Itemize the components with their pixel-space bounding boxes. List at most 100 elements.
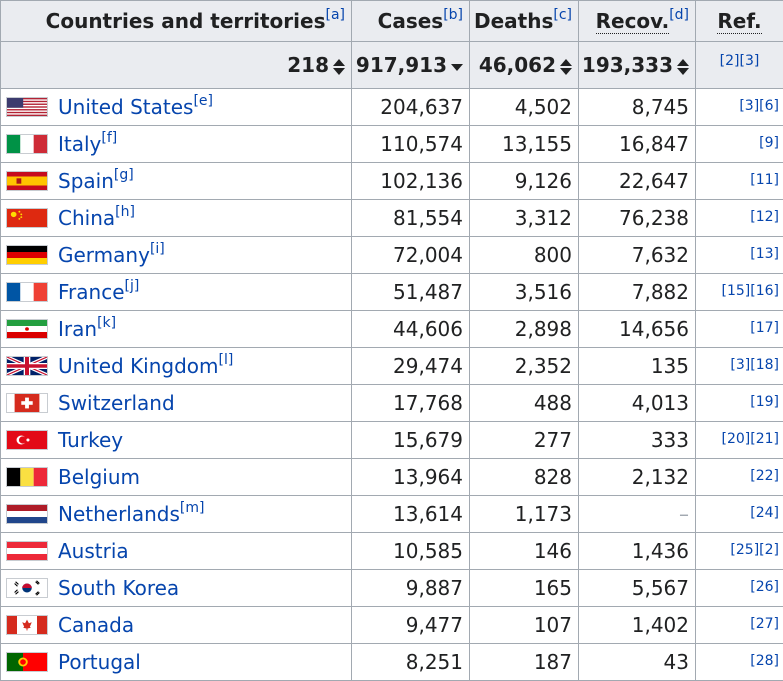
total-cases-sort[interactable]: 917,913 (352, 42, 470, 89)
china-flag-icon (6, 208, 48, 228)
total-countries-sort[interactable]: 218 (1, 42, 352, 89)
column-header-cases[interactable]: Cases[b] (352, 1, 470, 42)
ref-cell: [22] (696, 459, 783, 496)
country-link[interactable]: United Kingdom (58, 354, 219, 378)
country-cell: South Korea (1, 570, 352, 607)
sort-both-icon[interactable] (333, 59, 345, 75)
ref-link[interactable]: [12] (750, 209, 779, 225)
note-link[interactable]: [d] (669, 7, 689, 23)
cases-cell: 13,614 (352, 496, 470, 533)
country-cell: Austria (1, 533, 352, 570)
austria-flag-icon (6, 541, 48, 561)
ref-cell: [27] (696, 607, 783, 644)
ref-cell: [3][6] (696, 89, 783, 126)
note-link[interactable]: [a] (325, 7, 345, 23)
ref-link[interactable]: [3][18] (730, 357, 779, 373)
uk-flag-icon (6, 356, 48, 376)
deaths-cell: 2,352 (470, 348, 579, 385)
note-link[interactable]: [f] (101, 130, 117, 146)
cases-cell: 9,477 (352, 607, 470, 644)
total-ref: [2][3] (696, 42, 783, 89)
column-header-deaths[interactable]: Deaths[c] (470, 1, 579, 42)
country-link[interactable]: Germany (58, 243, 150, 267)
column-header-country[interactable]: Countries and territories[a] (1, 1, 352, 42)
totals-row: 218 917,913 46,062 193,333 [2][3] (1, 42, 783, 89)
ref-link[interactable]: [19] (750, 394, 779, 410)
deaths-cell: 107 (470, 607, 579, 644)
country-link[interactable]: Portugal (58, 650, 141, 674)
country-link[interactable]: Netherlands (58, 502, 180, 526)
country-link[interactable]: Turkey (58, 428, 123, 452)
note-link[interactable]: [l] (219, 352, 234, 368)
ref-link[interactable]: [17] (750, 320, 779, 336)
recov-abbr: Recov. (596, 9, 670, 34)
country-link[interactable]: France (58, 280, 125, 304)
note-link[interactable]: [c] (553, 7, 572, 23)
italy-flag-icon (6, 134, 48, 154)
column-header-recov[interactable]: Recov.[d] (579, 1, 696, 42)
sort-both-icon[interactable] (677, 59, 689, 75)
germany-flag-icon (6, 245, 48, 265)
note-link[interactable]: [h] (115, 204, 135, 220)
note-link[interactable]: [e] (193, 93, 213, 109)
note-link[interactable]: [j] (125, 278, 140, 294)
portugal-flag-icon (6, 652, 48, 672)
recov-cell: 43 (579, 644, 696, 681)
cases-cell: 110,574 (352, 126, 470, 163)
country-cell: Netherlands[m] (1, 496, 352, 533)
note-link[interactable]: [g] (114, 167, 134, 183)
total-recov-sort[interactable]: 193,333 (579, 42, 696, 89)
ref-link[interactable]: [24] (750, 505, 779, 521)
deaths-cell: 2,898 (470, 311, 579, 348)
cases-cell: 204,637 (352, 89, 470, 126)
ref-link[interactable]: [11] (750, 172, 779, 188)
deaths-cell: 800 (470, 237, 579, 274)
country-link[interactable]: Switzerland (58, 391, 175, 415)
country-link[interactable]: Canada (58, 613, 134, 637)
deaths-cell: 488 (470, 385, 579, 422)
sort-down-icon[interactable] (451, 59, 463, 75)
ref-link[interactable]: [2][3] (720, 53, 760, 69)
country-link[interactable]: United States (58, 95, 193, 119)
ref-cell: [9] (696, 126, 783, 163)
country-link[interactable]: Italy (58, 132, 101, 156)
deaths-cell: 3,312 (470, 200, 579, 237)
ref-cell: [19] (696, 385, 783, 422)
country-link[interactable]: South Korea (58, 576, 179, 600)
ref-link[interactable]: [25][2] (730, 542, 779, 558)
ref-link[interactable]: [9] (759, 135, 779, 151)
ref-link[interactable]: [20][21] (722, 431, 779, 447)
recov-cell: 22,647 (579, 163, 696, 200)
ref-link[interactable]: [26] (750, 579, 779, 595)
column-header-ref[interactable]: Ref. (696, 1, 783, 42)
ref-link[interactable]: [3][6] (739, 98, 779, 114)
note-link[interactable]: [b] (443, 7, 463, 23)
country-link[interactable]: Belgium (58, 465, 140, 489)
ref-link[interactable]: [27] (750, 616, 779, 632)
note-link[interactable]: [k] (97, 315, 116, 331)
ref-link[interactable]: [15][16] (722, 283, 779, 299)
country-link[interactable]: Iran (58, 317, 97, 341)
country-link[interactable]: China (58, 206, 115, 230)
country-cell: Canada (1, 607, 352, 644)
country-cell: Belgium (1, 459, 352, 496)
note-link[interactable]: [i] (150, 241, 165, 257)
ref-cell: [12] (696, 200, 783, 237)
ref-link[interactable]: [13] (750, 246, 779, 262)
iran-flag-icon (6, 319, 48, 339)
country-link[interactable]: Spain (58, 169, 114, 193)
sort-both-icon[interactable] (560, 59, 572, 75)
country-link[interactable]: Austria (58, 539, 129, 563)
note-link[interactable]: [m] (180, 500, 205, 516)
total-deaths-sort[interactable]: 46,062 (470, 42, 579, 89)
recov-cell: 135 (579, 348, 696, 385)
ref-link[interactable]: [28] (750, 653, 779, 669)
ref-link[interactable]: [22] (750, 468, 779, 484)
recov-cell: 333 (579, 422, 696, 459)
country-cell: Turkey (1, 422, 352, 459)
ref-cell: [13] (696, 237, 783, 274)
